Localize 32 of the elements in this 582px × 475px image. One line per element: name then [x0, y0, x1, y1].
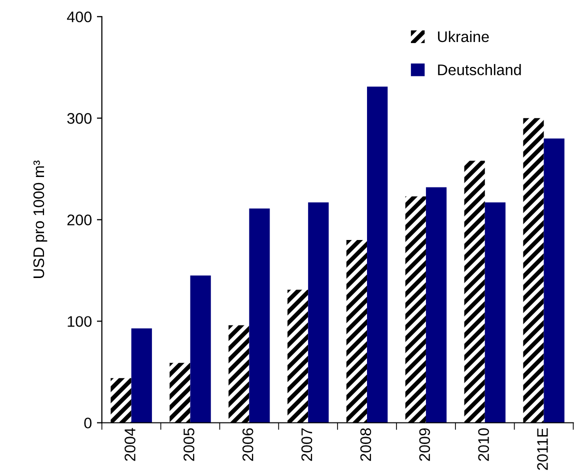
y-tick-label: 200: [67, 214, 92, 226]
y-tick-label: 100: [68, 316, 92, 327]
bar: [308, 202, 329, 423]
bar: [110, 378, 132, 423]
x-tick-label: 2005: [184, 428, 194, 461]
bar: [523, 118, 544, 423]
x-tick-label: 2007: [301, 428, 312, 461]
x-tick-label: 2008: [360, 428, 372, 461]
y-tick-label: 300: [67, 113, 92, 124]
bar: [190, 276, 211, 423]
legend-label: Ukraine: [438, 30, 489, 42]
x-tick-label: 2006: [242, 428, 254, 461]
bar: [464, 160, 485, 423]
y-tick-label: 400: [66, 11, 92, 22]
bar: [346, 240, 368, 423]
bar: [228, 325, 250, 423]
x-tick-label: 2004: [124, 428, 136, 461]
bar: [426, 187, 447, 423]
x-tick-label: 2009: [419, 428, 430, 461]
y-axis-title: USD pro 1000 m³: [33, 160, 48, 278]
x-tick-label: 2010: [478, 428, 489, 461]
bar: [405, 196, 426, 423]
bar: [544, 138, 564, 423]
x-tick-label: 2011E: [537, 428, 548, 470]
bar: [131, 328, 152, 423]
legend-label: Deutschland: [438, 64, 521, 76]
bar: [249, 208, 270, 423]
bar: [170, 362, 190, 423]
y-tick-label: 0: [84, 418, 92, 428]
bar: [367, 86, 388, 423]
bar: [484, 202, 506, 423]
bar: [287, 290, 308, 423]
